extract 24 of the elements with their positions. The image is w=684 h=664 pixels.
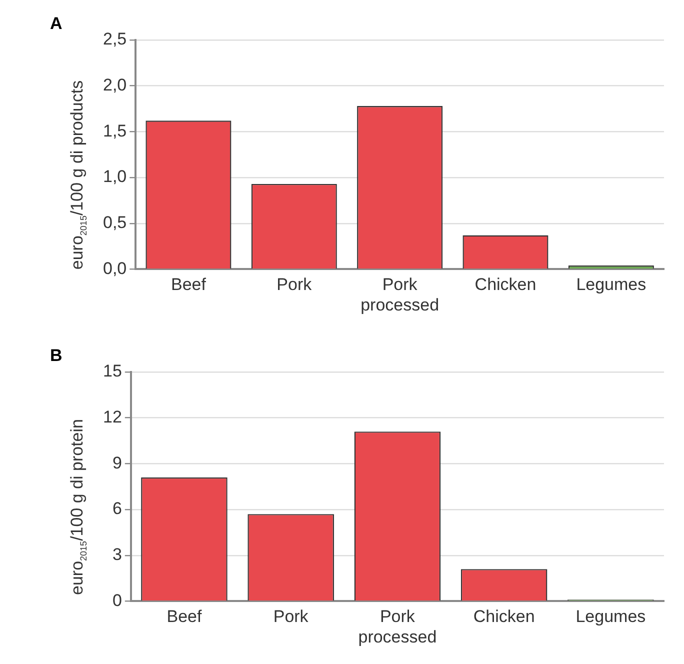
x-tick-label: Pork processed (360, 275, 440, 314)
y-tick-label: 12 (102, 408, 122, 427)
y-tick-label: 6 (112, 499, 122, 518)
x-tick-label: Pork (276, 275, 312, 294)
y-tick-label: 9 (112, 453, 122, 472)
y-tick-label: 1,0 (102, 167, 127, 186)
chart-title: A (50, 14, 62, 34)
x-tick-label: Chicken (474, 275, 536, 294)
chart-title: B (50, 346, 62, 366)
y-tick-label: 2,0 (102, 76, 127, 95)
y-tick-label: 15 (102, 362, 122, 381)
y-tick-label: 2,5 (102, 30, 127, 49)
x-tick-label: Beef (166, 607, 202, 626)
y-tick-label: 0 (112, 590, 122, 610)
x-tick-label: Pork processed (358, 607, 437, 646)
x-tick-label: Pork (273, 607, 309, 626)
y-tick-label: 3 (112, 545, 122, 564)
y-tick-label: 1,5 (102, 121, 127, 140)
x-tick-label: Legumes (576, 607, 646, 626)
y-tick-label: 0,5 (102, 213, 127, 232)
x-tick-label: Chicken (473, 607, 535, 626)
x-tick-label: Legumes (576, 275, 646, 294)
y-tick-label: 0,0 (102, 258, 127, 278)
x-tick-label: Beef (170, 275, 206, 294)
